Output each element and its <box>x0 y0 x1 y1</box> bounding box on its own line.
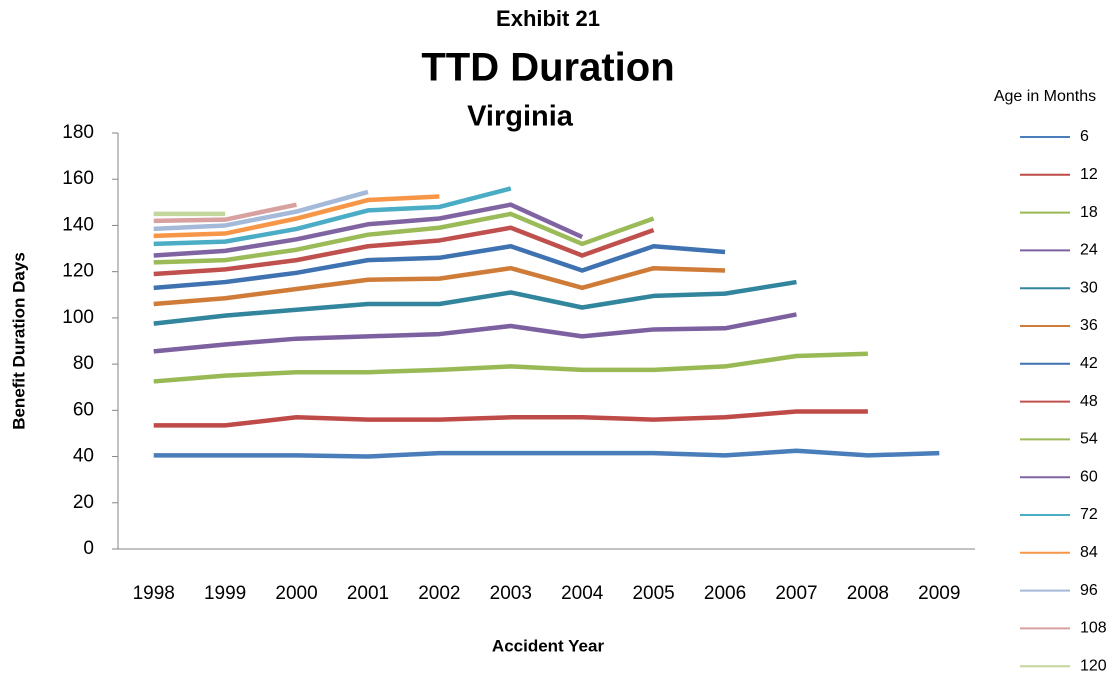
y-tick-label: 20 <box>73 492 94 513</box>
legend-label: 48 <box>1080 393 1098 410</box>
chart-subtitle: TTD Duration <box>421 46 674 90</box>
x-tick-label: 2003 <box>490 583 532 604</box>
y-tick-label: 100 <box>62 307 94 328</box>
legend-label: 42 <box>1080 355 1098 372</box>
legend-label: 120 <box>1080 657 1107 674</box>
series-line <box>153 202 584 258</box>
x-axis-label: Accident Year <box>492 636 605 655</box>
y-tick-label: 0 <box>83 538 94 559</box>
legend-label: 6 <box>1080 128 1089 145</box>
series-line <box>153 194 440 239</box>
y-tick-label: 180 <box>62 122 94 143</box>
legend-label: 18 <box>1080 204 1098 221</box>
series-line <box>153 211 655 265</box>
series-line <box>153 243 726 291</box>
x-tick-label: 2001 <box>347 583 389 604</box>
legend-label: 96 <box>1080 582 1098 599</box>
legend-label: 24 <box>1080 242 1098 259</box>
series-line <box>153 312 797 354</box>
x-tick-label: 2000 <box>275 583 317 604</box>
y-tick-label: 40 <box>73 446 94 467</box>
series-line <box>153 265 726 307</box>
x-tick-label: 2009 <box>918 583 960 604</box>
x-tick-label: 2005 <box>632 583 674 604</box>
y-tick-label: 120 <box>62 261 94 282</box>
legend-label: 60 <box>1080 468 1098 485</box>
legend-label: 54 <box>1080 431 1098 448</box>
chart-region: Virginia <box>467 101 574 133</box>
series-line <box>153 448 940 459</box>
legend-label: 12 <box>1080 166 1098 183</box>
x-tick-label: 2008 <box>847 583 889 604</box>
y-tick-label: 60 <box>73 399 94 420</box>
series-line <box>153 186 512 247</box>
series-line <box>153 189 369 232</box>
x-tick-label: 2002 <box>418 583 460 604</box>
y-axis-label: Benefit Duration Days <box>9 252 28 430</box>
legend-label: 36 <box>1080 317 1098 334</box>
series-line <box>153 409 868 428</box>
y-tick-label: 160 <box>62 168 94 189</box>
y-tick-label: 80 <box>73 353 94 374</box>
legend-label: 30 <box>1080 279 1098 296</box>
series-line <box>153 225 655 277</box>
legend-label: 84 <box>1080 544 1098 561</box>
legend-title: Age in Months <box>994 88 1096 105</box>
x-tick-label: 1999 <box>204 583 246 604</box>
x-tick-label: 2006 <box>704 583 746 604</box>
x-tick-label: 2004 <box>561 583 604 604</box>
legend-label: 72 <box>1080 506 1098 523</box>
x-tick-label: 1998 <box>133 583 175 604</box>
legend-label: 108 <box>1080 620 1107 637</box>
x-tick-label: 2007 <box>775 583 817 604</box>
series-line <box>153 351 868 384</box>
series-line <box>153 279 797 326</box>
y-tick-label: 140 <box>62 214 94 235</box>
series-line <box>153 202 298 224</box>
chart-title: Exhibit 21 <box>496 6 600 31</box>
